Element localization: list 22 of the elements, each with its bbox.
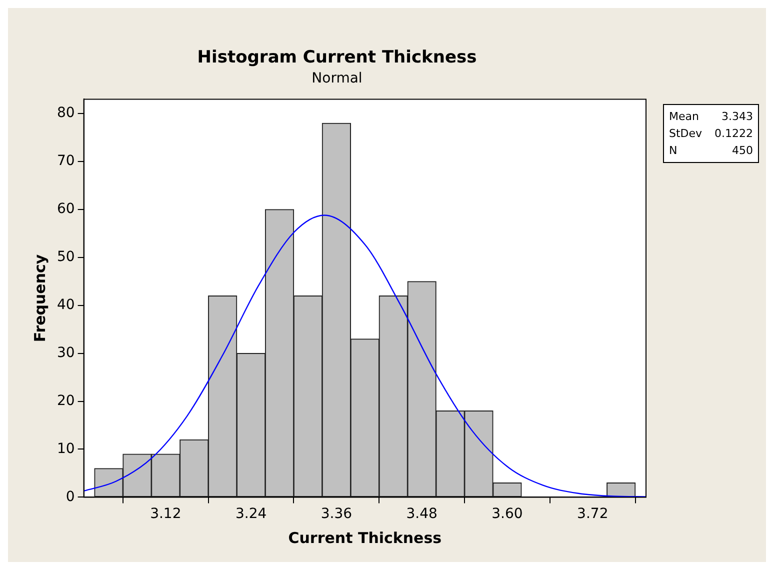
text: StDev 0.1222	[669, 126, 753, 142]
text: Mean 3.343	[669, 110, 753, 123]
y-tick-label: 60	[56, 201, 75, 218]
x-tick-label: 3.12	[150, 506, 182, 522]
y-tick-label: 40	[56, 297, 75, 314]
x-tick-label: 3.36	[320, 506, 352, 522]
chart-subtitle: Normal	[312, 70, 362, 86]
y-tick-label: 70	[56, 153, 75, 170]
y-tick-label: 10	[56, 440, 75, 457]
y-tick-label: 30	[56, 344, 75, 361]
y-axis-title: Frequency	[30, 254, 49, 342]
y-tick-label: 20	[56, 392, 75, 409]
y-tick-label: 80	[56, 105, 75, 122]
y-tick-label: 50	[56, 249, 75, 266]
text: N 450	[669, 144, 753, 157]
x-axis-title: Current Thickness	[288, 528, 442, 547]
x-tick-label: 3.60	[492, 506, 523, 522]
x-tick-label: 3.48	[406, 506, 438, 522]
x-tick-label: 3.24	[235, 506, 267, 522]
chart-title: Histogram Current Thickness	[197, 48, 477, 68]
y-tick-label: 0	[66, 488, 75, 505]
x-tick-label: 3.72	[577, 506, 608, 522]
